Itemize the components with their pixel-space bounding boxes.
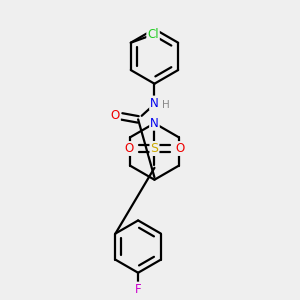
- Text: O: O: [124, 142, 133, 155]
- Text: Cl: Cl: [147, 28, 159, 41]
- Text: S: S: [151, 142, 158, 155]
- Text: H: H: [162, 100, 169, 110]
- Text: N: N: [150, 97, 159, 110]
- Text: F: F: [135, 283, 141, 296]
- Text: O: O: [111, 109, 120, 122]
- Text: N: N: [150, 117, 159, 130]
- Text: O: O: [176, 142, 185, 155]
